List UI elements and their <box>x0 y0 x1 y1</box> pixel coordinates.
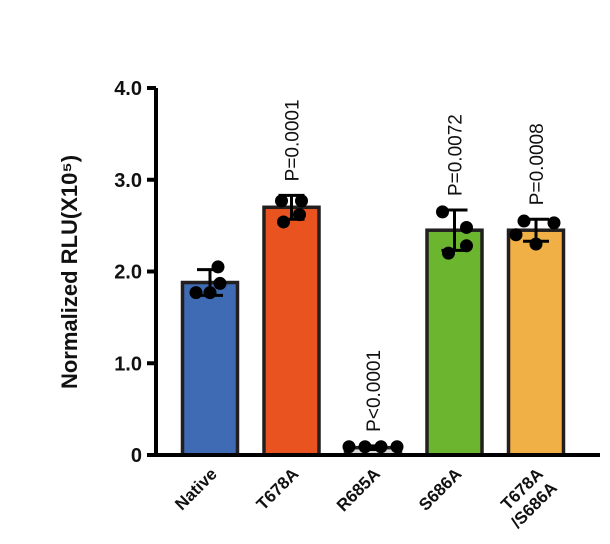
category-label-3: S686A <box>415 464 465 514</box>
p-value-label-3: P=0.0072 <box>446 114 467 196</box>
data-point-0-2 <box>189 286 203 300</box>
data-point-3-1 <box>460 220 473 234</box>
data-point-4-1 <box>547 216 561 230</box>
bar-3 <box>425 228 484 457</box>
data-point-3-0 <box>436 205 449 219</box>
data-point-2-0 <box>342 440 356 454</box>
y-tick-label-2: 2.0 <box>114 262 142 284</box>
p-value-label-1: P=0.0001 <box>283 99 304 181</box>
p-value-label-2: P<0.0001 <box>364 350 385 432</box>
data-point-0-0 <box>211 260 225 274</box>
data-point-1-3 <box>277 215 290 229</box>
data-point-1-1 <box>275 194 288 208</box>
bar-4 <box>506 228 566 457</box>
category-label-2: R685A <box>333 464 384 515</box>
bar-0 <box>180 280 240 457</box>
data-point-0-1 <box>213 276 227 290</box>
y-tick-label-3: 3.0 <box>114 170 142 192</box>
y-tick-label-0: 0 <box>131 445 142 467</box>
y-tick-label-4: 4.0 <box>114 78 142 100</box>
data-point-1-0 <box>295 194 308 208</box>
category-label-0: Native <box>171 464 221 514</box>
bars-layer <box>180 205 566 457</box>
category-label-1: T678A <box>253 464 303 514</box>
error-bars-layer <box>197 193 549 451</box>
bar-1 <box>262 205 321 457</box>
data-point-2-3 <box>390 440 404 454</box>
y-tick-label-1: 1.0 <box>114 353 142 375</box>
data-point-4-2 <box>509 228 523 242</box>
p-value-label-4: P=0.0008 <box>527 123 548 205</box>
data-point-4-0 <box>517 214 531 228</box>
y-axis-label: Normalized RLU(X10⁵) <box>57 155 82 389</box>
axes-layer <box>147 86 600 457</box>
